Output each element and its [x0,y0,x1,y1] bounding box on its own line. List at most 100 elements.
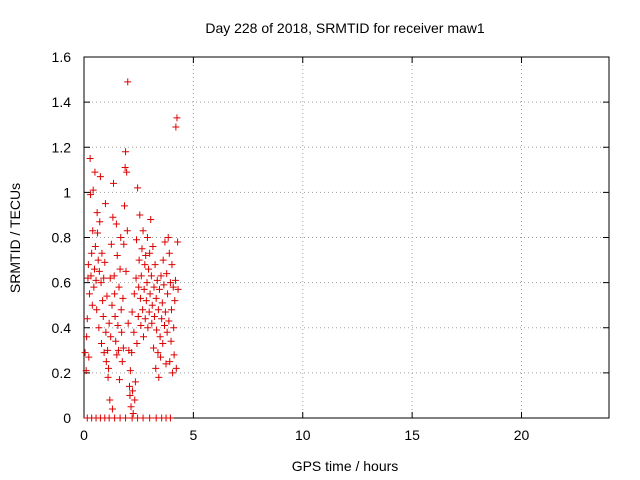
data-point [146,249,154,257]
data-point [102,358,110,366]
data-point [90,283,98,291]
data-point [126,382,133,390]
data-point [150,344,158,352]
data-point [156,333,164,341]
data-point [93,209,101,217]
data-point [168,306,175,314]
data-point [165,249,173,257]
data-point [145,265,153,273]
data-point [133,236,140,244]
grid-lines [84,57,609,418]
data-point [143,279,151,287]
data-point [128,349,136,357]
data-point [167,337,175,345]
data-point [148,319,156,327]
data-point [124,78,132,86]
data-point [130,290,138,298]
data-point [165,317,173,325]
data-point [129,387,137,395]
data-point [154,306,162,314]
data-point [171,297,179,305]
data-point [159,256,167,264]
data-point [98,249,106,257]
data-point [155,373,163,381]
data-point [164,290,172,298]
data-point [111,312,119,320]
data-point [88,249,96,257]
data-point [140,333,147,341]
data-point [128,308,136,316]
data-point [112,220,120,228]
data-point [107,333,115,341]
data-point [158,299,166,307]
data-point [110,272,118,280]
data-point [146,290,154,298]
data-point [108,301,116,309]
data-point [126,367,134,375]
data-point [105,319,113,327]
data-point [143,234,151,241]
data-point [113,252,121,260]
data-point [123,168,131,176]
data-point [170,351,178,359]
data-point [93,306,101,314]
data-point [100,274,108,282]
x-axis-label: GPS time / hours [292,458,399,474]
data-point [111,290,119,298]
data-point [148,301,156,309]
data-point [126,391,134,399]
data-point [136,211,144,219]
data-point [94,256,102,264]
data-point [98,340,105,348]
x-tick-label: 0 [80,427,88,443]
data-point [142,252,150,260]
data-point [120,240,128,248]
data-point [172,123,180,131]
y-tick-label: 1 [63,184,71,200]
data-point [122,267,130,275]
data-point [95,324,103,332]
y-tick-label: 0 [63,410,71,426]
data-point [96,218,104,226]
data-point [117,306,125,314]
data-point [118,358,126,366]
data-point [150,283,158,291]
y-axis-label: SRMTID / TECUs [7,183,23,293]
x-tick-label: 15 [404,427,420,443]
data-point [164,234,172,241]
data-point [87,272,95,280]
y-tick-label: 0.8 [52,230,72,246]
data-point [101,258,109,266]
data-point [106,274,114,282]
data-point [174,238,182,246]
data-point [114,321,122,329]
data-point [119,344,127,352]
data-point [99,297,107,305]
data-point [89,227,97,235]
data-point [95,267,103,275]
data-point [119,294,127,302]
data-point [118,328,126,336]
data-point [104,346,112,354]
data-point [171,276,179,284]
data-point [92,276,100,284]
data-point [113,351,121,359]
data-point [162,360,170,368]
data-point [97,279,105,287]
data-point [91,265,98,273]
data-point [155,285,163,293]
data-point [84,261,92,269]
data-point [116,265,124,273]
data-point [141,261,149,269]
data-point [115,376,123,384]
data-point [138,245,146,253]
data-point [144,324,152,332]
data-point [82,367,90,375]
data-point [139,227,147,235]
data-point [134,312,142,320]
data-point [101,200,109,208]
data-point [103,292,111,300]
data-point [139,414,147,422]
data-point [150,312,158,320]
